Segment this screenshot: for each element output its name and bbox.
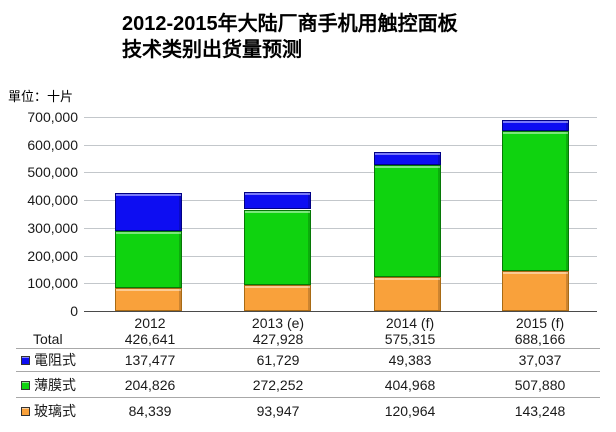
y-axis-tick-label: 700,000 (27, 109, 78, 125)
total-row-label: Total (21, 331, 133, 347)
y-gridline (84, 227, 597, 229)
table-cell: 688,166 (514, 331, 566, 347)
y-axis-tick-label: 300,000 (27, 219, 78, 236)
legend-swatch (21, 406, 30, 416)
bar-segment-resistive (244, 192, 311, 210)
x-axis-line (84, 311, 597, 312)
legend-row-label: 薄膜式 (21, 377, 121, 393)
y-gridline (84, 255, 597, 257)
bar-segment-glass (502, 271, 569, 311)
bar-segment-film (502, 130, 569, 272)
row-label-text: 玻璃式 (34, 403, 76, 419)
bar-segment-glass (115, 287, 182, 311)
y-gridline (84, 172, 597, 174)
y-axis-tick-label: 600,000 (27, 136, 78, 153)
bar-segment-resistive (115, 192, 182, 231)
table-cell: 427,928 (252, 331, 304, 347)
table-cell: 575,315 (384, 331, 436, 347)
table-separator (16, 348, 600, 349)
bar-segment-glass (244, 284, 311, 311)
table-cell: 404,968 (384, 377, 436, 393)
bar-segment-film (374, 165, 441, 278)
x-axis-category-label: 2014 (f) (385, 315, 435, 331)
table-cell: 426,641 (124, 331, 176, 347)
y-axis-tick-label: 0 (70, 303, 78, 319)
chart-title-line2: 技术类别出货量预测 (122, 39, 302, 61)
table-cell: 37,037 (518, 352, 562, 368)
table-separator (16, 397, 600, 398)
table-cell: 120,964 (384, 403, 436, 419)
y-gridline (84, 283, 597, 285)
table-cell: 137,477 (124, 352, 176, 368)
row-label-text: 薄膜式 (34, 377, 76, 393)
row-label-text: 電阻式 (34, 352, 76, 368)
chart-title-line1: 2012-2015年大陆厂商手机用触控面板 (122, 13, 458, 35)
table-separator (16, 371, 600, 372)
y-gridline (84, 117, 597, 118)
table-cell: 204,826 (124, 377, 176, 393)
y-axis-tick-label: 500,000 (27, 164, 78, 181)
x-axis-category-label: 2013 (e) (251, 315, 305, 331)
x-axis-category-label: 2012 (134, 315, 166, 331)
unit-label: 單位：十片 (8, 89, 74, 104)
bar-segment-film (244, 209, 311, 285)
table-cell: 143,248 (514, 403, 566, 419)
y-axis-tick-label: 100,000 (27, 275, 78, 292)
legend-swatch (21, 380, 30, 390)
bar-segment-film (115, 230, 182, 288)
table-cell: 84,339 (128, 403, 172, 419)
legend-row-label: 電阻式 (21, 352, 121, 368)
bar-segment-glass (374, 277, 441, 311)
y-gridline (84, 144, 597, 146)
table-cell: 272,252 (252, 377, 304, 393)
table-cell: 49,383 (388, 352, 432, 368)
legend-row-label: 玻璃式 (21, 403, 121, 419)
x-axis-category-label: 2015 (f) (515, 315, 565, 331)
bar-segment-resistive (374, 151, 441, 166)
y-axis-tick-label: 200,000 (27, 247, 78, 264)
bar-segment-resistive (502, 120, 569, 131)
row-label-text: Total (33, 331, 63, 347)
table-cell: 93,947 (256, 403, 300, 419)
table-cell: 61,729 (256, 352, 300, 368)
y-gridline (84, 200, 597, 202)
table-cell: 507,880 (514, 377, 566, 393)
chart-title: 2012-2015年大陆厂商手机用触控面板 技术类别出货量预测 (122, 11, 592, 63)
y-axis-tick-label: 400,000 (27, 192, 78, 209)
legend-swatch (21, 355, 30, 365)
